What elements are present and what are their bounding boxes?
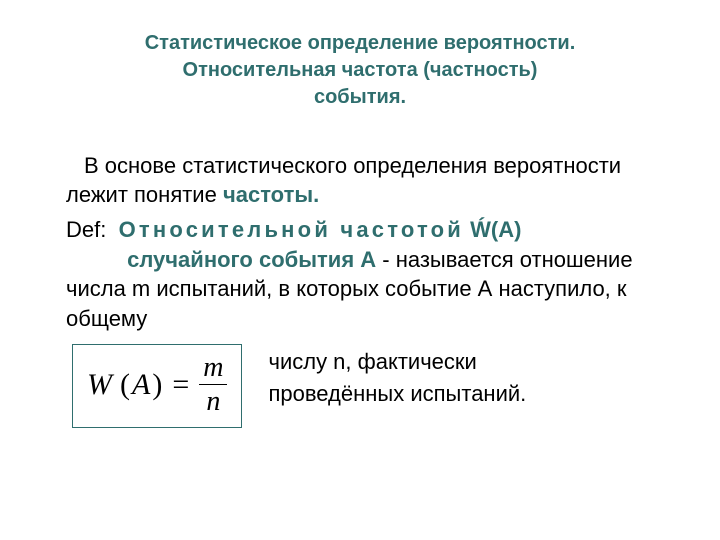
formula-row: W (A) = m n числу n, фактически проведён… <box>34 344 686 428</box>
intro-lead: В основе статистического определения вер… <box>66 153 621 207</box>
formula-box: W (A) = m n <box>72 344 242 428</box>
side-line-1: числу n, фактически <box>268 349 476 374</box>
formula-arg: A <box>130 368 152 401</box>
title-line-3: события. <box>314 86 406 108</box>
formula-paren-open: ( <box>120 368 130 401</box>
side-line-2: проведённых испытаний. <box>268 381 526 406</box>
formula-side-text: числу n, фактически проведённых испытани… <box>242 344 526 410</box>
def-gap <box>66 247 127 272</box>
intro-highlight: частоты. <box>223 182 319 207</box>
def-term-spaced: Относительной частотой <box>119 217 464 242</box>
intro-paragraph: В основе статистического определения вер… <box>34 151 686 209</box>
formula-paren-close: ) <box>152 368 162 401</box>
formula-fraction: m n <box>199 353 227 417</box>
formula-W: W <box>87 370 112 400</box>
title-line-2: Относительная частота (частность) <box>183 59 538 81</box>
formula-bar <box>199 384 227 385</box>
title-line-1: Статистическое определение вероятности. <box>145 32 576 54</box>
formula-denominator: n <box>202 387 224 416</box>
definition-paragraph: Def: Относительной частотой Ẃ(А) случайн… <box>34 215 686 334</box>
formula-equals: = <box>170 370 191 400</box>
slide: Статистическое определение вероятности. … <box>0 0 720 540</box>
slide-title: Статистическое определение вероятности. … <box>34 30 686 111</box>
formula-numerator: m <box>199 353 227 382</box>
def-term-tail: Ẃ(А) <box>464 217 521 242</box>
def-label: Def: <box>66 217 106 242</box>
formula-inner: W (A) = m n <box>87 353 227 417</box>
def-subject: случайного события А <box>127 247 376 272</box>
